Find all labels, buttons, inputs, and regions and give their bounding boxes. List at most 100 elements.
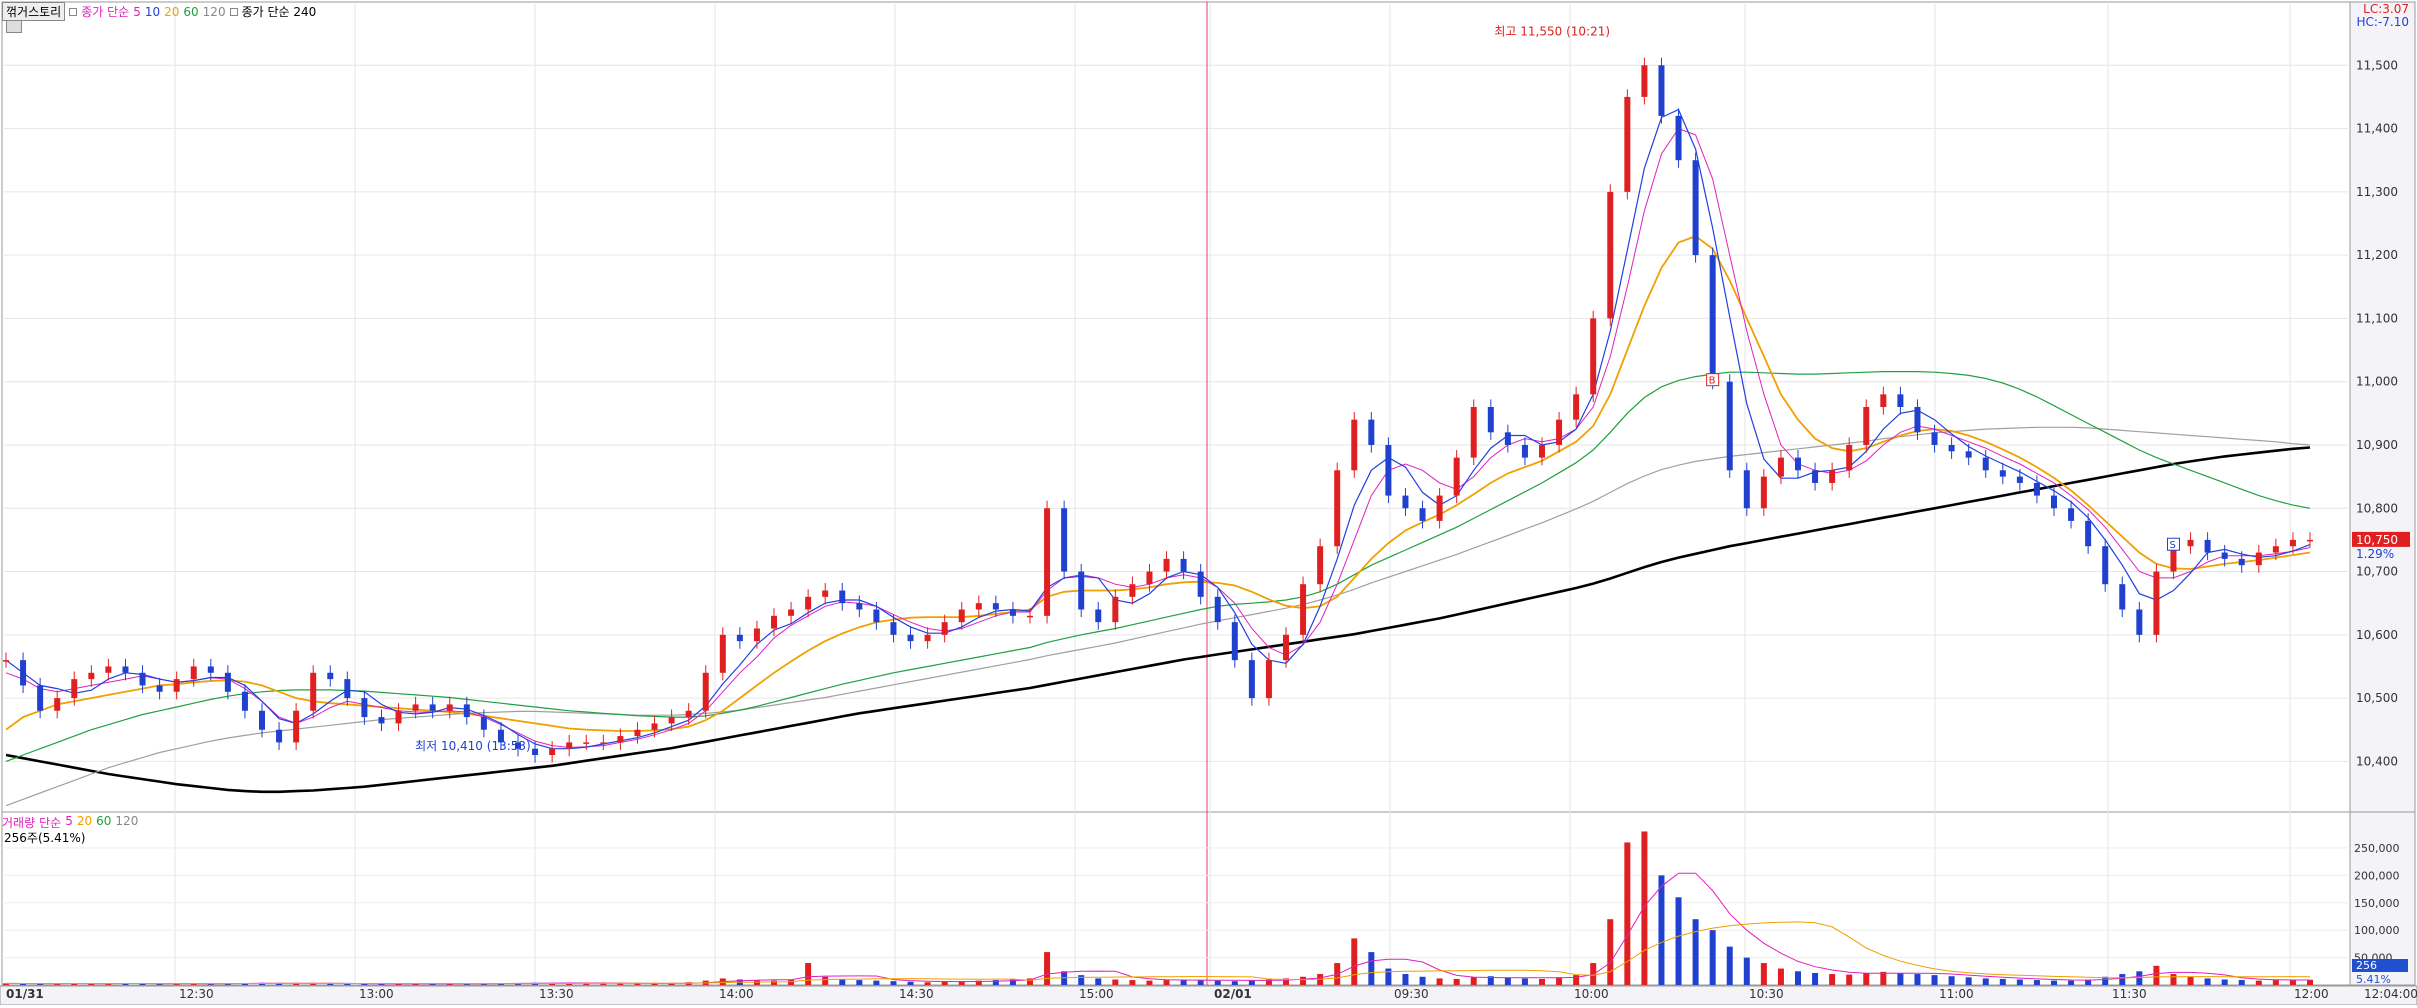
candle-body bbox=[515, 742, 521, 749]
candle-body bbox=[276, 729, 283, 743]
candle-body bbox=[207, 666, 214, 673]
price-tick-label: 10,800 bbox=[2356, 501, 2398, 515]
candle-body bbox=[1044, 508, 1051, 616]
volume-bar bbox=[293, 983, 300, 985]
volume-bar bbox=[463, 983, 470, 985]
candle-body bbox=[549, 748, 556, 756]
candle-body bbox=[1539, 444, 1545, 458]
candle-body bbox=[651, 723, 658, 730]
candle-body bbox=[1914, 407, 1921, 433]
time-tick-label: 14:00 bbox=[719, 987, 754, 1001]
current-volume-box bbox=[2352, 959, 2408, 972]
volume-bar bbox=[1248, 980, 1255, 985]
volume-bar bbox=[1880, 971, 1887, 985]
volume-bar bbox=[361, 983, 368, 985]
volume-bar bbox=[1829, 974, 1836, 985]
volume-bar bbox=[1556, 977, 1563, 985]
volume-bar bbox=[668, 983, 675, 985]
volume-bar bbox=[1504, 977, 1511, 985]
volume-tick-label: 250,000 bbox=[2354, 842, 2400, 855]
candle-body bbox=[617, 736, 624, 743]
legend-title-box[interactable]: 꺾거스토리 bbox=[2, 2, 66, 21]
candle-body bbox=[941, 622, 948, 635]
volume-tick-label: 100,000 bbox=[2354, 924, 2400, 937]
candle-body bbox=[1504, 432, 1511, 445]
volume-bar bbox=[566, 983, 573, 985]
candle-body bbox=[20, 660, 27, 686]
volume-bar bbox=[88, 983, 95, 985]
volume-ma-60: 60 bbox=[96, 814, 112, 828]
volume-bar bbox=[651, 983, 658, 985]
candle-body bbox=[1095, 609, 1102, 623]
panel-toggle-icon[interactable] bbox=[6, 20, 22, 33]
volume-bar bbox=[1795, 971, 1801, 985]
volume-tick-label: 150,000 bbox=[2354, 897, 2400, 910]
volume-bar bbox=[1180, 979, 1187, 985]
candle-body bbox=[122, 666, 129, 673]
volume-bar bbox=[1948, 976, 1955, 985]
volume-bar bbox=[54, 983, 61, 985]
volume-bar bbox=[1129, 980, 1136, 985]
candle-body bbox=[975, 603, 982, 610]
volume-bar bbox=[634, 983, 641, 985]
volume-bar bbox=[3, 983, 9, 985]
candle-body bbox=[600, 742, 607, 744]
time-tick-label: 10:00 bbox=[1574, 987, 1609, 1001]
candle-body bbox=[224, 672, 231, 692]
time-tick-label: 02/01 bbox=[1214, 987, 1252, 1001]
candle-body bbox=[2221, 552, 2228, 559]
price-tick-label: 11,300 bbox=[2356, 185, 2398, 199]
legend-square-icon-2[interactable] bbox=[229, 7, 238, 16]
volume-bar bbox=[378, 983, 385, 985]
volume-bar bbox=[1385, 968, 1392, 985]
price-tick-label: 11,100 bbox=[2356, 311, 2398, 325]
volume-bar bbox=[1846, 974, 1853, 985]
volume-bar bbox=[1624, 842, 1631, 985]
price-ma-5: 5 bbox=[133, 4, 141, 19]
volume-bar bbox=[1982, 978, 1989, 985]
candle-body bbox=[2102, 546, 2109, 585]
volume-bar bbox=[241, 983, 248, 985]
candle-body bbox=[1163, 558, 1170, 572]
volume-bar bbox=[788, 980, 795, 985]
candle-body bbox=[958, 609, 965, 623]
volume-bar bbox=[122, 983, 129, 985]
volume-bar bbox=[1146, 980, 1153, 985]
price-ma-60: 60 bbox=[183, 4, 199, 19]
volume-bar bbox=[173, 983, 180, 985]
signal-marker-box bbox=[1706, 373, 1720, 387]
candle-body bbox=[1419, 508, 1426, 521]
volume-bar bbox=[1095, 978, 1102, 985]
candle-body bbox=[2068, 508, 2075, 521]
volume-bar bbox=[71, 983, 78, 985]
volume-bar bbox=[1300, 976, 1307, 985]
price-tick-label: 10,600 bbox=[2356, 628, 2398, 642]
volume-bar bbox=[600, 983, 607, 985]
price-ma-120: 120 bbox=[202, 4, 226, 19]
candle-body bbox=[856, 603, 863, 610]
candle-body bbox=[668, 717, 675, 724]
volume-bar bbox=[890, 981, 897, 985]
candle-body bbox=[2170, 546, 2177, 572]
candle-body bbox=[634, 729, 641, 737]
candle-body bbox=[1248, 660, 1255, 699]
volume-bar bbox=[412, 983, 419, 985]
volume-bar bbox=[1658, 875, 1665, 985]
candle-body bbox=[446, 704, 453, 711]
candle-body bbox=[3, 660, 9, 662]
volume-bar bbox=[975, 980, 982, 985]
candle-body bbox=[907, 634, 914, 642]
candle-body bbox=[1726, 381, 1733, 471]
volume-bar bbox=[617, 983, 624, 985]
candle-body bbox=[1863, 407, 1870, 445]
volume-bar bbox=[37, 983, 44, 985]
candle-body bbox=[1658, 65, 1665, 116]
legend-square-icon[interactable] bbox=[69, 7, 78, 16]
candle-body bbox=[1283, 634, 1289, 661]
candle-body bbox=[2085, 520, 2092, 547]
candle-body bbox=[1197, 571, 1204, 597]
candle-body bbox=[583, 742, 590, 744]
volume-bar bbox=[805, 963, 812, 985]
candle-body bbox=[1931, 432, 1938, 445]
candle-body bbox=[1214, 596, 1221, 623]
